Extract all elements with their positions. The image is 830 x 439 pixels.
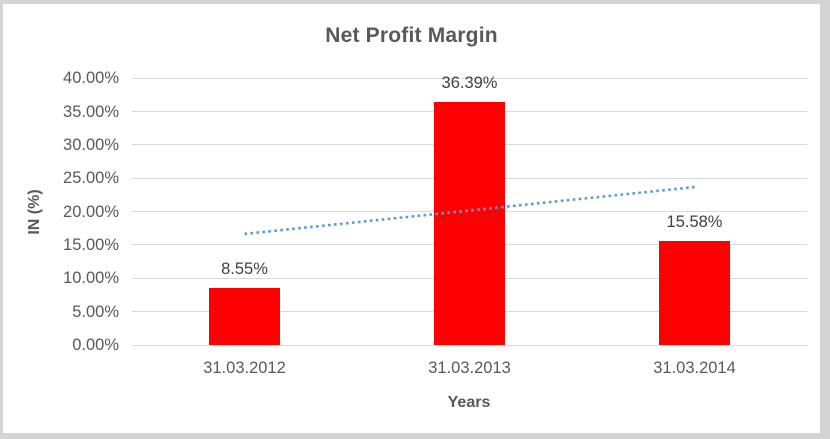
chart-title[interactable]: Net Profit Margin (325, 24, 498, 47)
bar-31.03.2014[interactable] (659, 241, 730, 345)
bar-31.03.2012[interactable] (209, 287, 280, 345)
y-axis-tick-label[interactable]: 20.00% (63, 202, 119, 221)
gridline (132, 77, 807, 79)
data-label[interactable]: 8.55% (221, 259, 268, 278)
y-axis-tick-label[interactable]: 15.00% (63, 235, 119, 254)
y-axis-tick-label[interactable]: 30.00% (63, 135, 119, 154)
chart-area[interactable]: Net Profit Margin IN (%) Years 0.00% 5.00… (3, 4, 820, 433)
y-axis-tick-label[interactable]: 35.00% (63, 102, 119, 121)
x-axis-tick-label[interactable]: 31.03.2014 (653, 359, 736, 377)
trendline[interactable] (3, 4, 820, 433)
x-axis-title[interactable]: Years (447, 394, 491, 411)
trendline-path[interactable] (244, 185, 695, 236)
y-axis-tick-label[interactable]: 10.00% (63, 269, 119, 288)
y-axis-tick-label[interactable]: 0.00% (72, 336, 119, 354)
y-axis-tick-label[interactable]: 40.00% (63, 69, 119, 88)
data-label[interactable]: 15.58% (666, 213, 723, 232)
y-axis-tick-label[interactable]: 25.00% (63, 169, 119, 188)
x-axis-tick-label[interactable]: 31.03.2013 (428, 359, 511, 377)
bar-31.03.2013[interactable] (434, 102, 505, 345)
gridline (132, 344, 807, 346)
x-axis-tick-label[interactable]: 31.03.2012 (203, 359, 286, 377)
data-label[interactable]: 36.39% (441, 74, 498, 93)
y-axis-tick-label[interactable]: 5.00% (72, 302, 119, 321)
